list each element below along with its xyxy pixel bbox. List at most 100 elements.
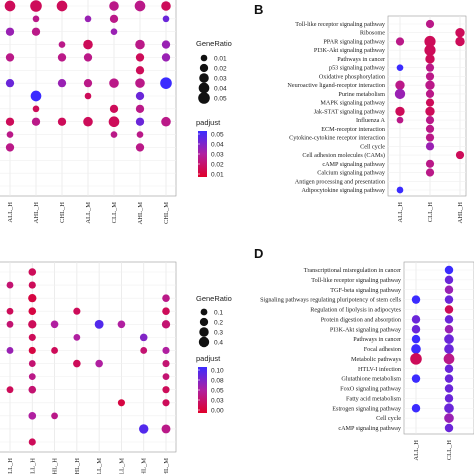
data-point	[51, 412, 58, 420]
row-label: p53 signaling pathway	[329, 65, 386, 72]
data-point	[51, 347, 58, 354]
data-point	[135, 117, 145, 126]
data-point	[411, 404, 421, 413]
legend-size-key	[198, 82, 210, 94]
legend-size-label: 0.05	[214, 95, 227, 102]
data-point	[411, 344, 421, 354]
legend-colorbar	[198, 131, 207, 177]
legend-color-label: 0.03	[211, 151, 224, 158]
data-point	[411, 325, 421, 334]
data-point	[425, 72, 435, 81]
panel-letter-b: B	[254, 2, 263, 17]
row-label: Antigen processing and presentation	[295, 178, 385, 185]
row-label: Adipocytokine signaling pathway	[301, 187, 385, 194]
data-point	[161, 116, 171, 127]
legend-size-key	[198, 92, 210, 104]
legend-c-color-title: padjust	[196, 354, 221, 363]
data-point	[6, 281, 14, 289]
data-point	[444, 334, 454, 344]
data-point	[135, 104, 145, 114]
plot-area	[0, 261, 177, 453]
row-label: Ribosome	[360, 30, 385, 37]
data-point	[444, 423, 454, 433]
data-point	[162, 373, 170, 381]
x-tick-label: ALL_H	[413, 440, 420, 461]
row-label: Transcriptional misregulation in cancer	[304, 267, 401, 274]
data-point	[83, 53, 93, 62]
data-point	[5, 143, 15, 152]
data-point	[425, 63, 435, 72]
row-label: Protein digestion and absorption	[321, 316, 401, 323]
data-point	[139, 333, 148, 342]
row-label: Calcium signaling pathway	[317, 170, 386, 177]
x-tick-label: CHL_M	[163, 202, 170, 224]
data-point	[134, 0, 146, 12]
row-label: FoxO signaling pathway	[340, 386, 402, 393]
data-point	[410, 353, 422, 365]
row-label: Focal adhesion	[364, 346, 401, 353]
row-label: ECM-receptor interaction	[321, 126, 385, 133]
data-point	[50, 320, 59, 329]
data-point	[30, 0, 42, 12]
data-point	[444, 344, 454, 354]
row-label: Oxidative phosphorylation	[319, 73, 385, 80]
data-point	[73, 307, 81, 315]
data-point	[395, 37, 405, 46]
data-point	[5, 117, 15, 126]
row-label: PI3K-Akt signaling pathway	[314, 47, 386, 54]
row-label: Fatty acid metabolism	[346, 395, 401, 402]
data-point	[28, 412, 37, 420]
data-point	[444, 394, 454, 403]
data-point	[444, 384, 454, 393]
data-point	[73, 333, 81, 341]
data-point	[28, 281, 36, 289]
data-point	[425, 159, 435, 168]
data-point	[135, 143, 145, 152]
data-point	[109, 78, 119, 88]
data-point	[57, 78, 67, 88]
data-point	[425, 168, 435, 177]
legend-color-label: 0.04	[211, 141, 224, 148]
data-point	[444, 275, 454, 285]
row-label: Neuroactive ligand-receptor interaction	[287, 82, 385, 89]
row-label: Purine metabolism	[338, 91, 385, 98]
x-tick-label: AHL_M	[137, 202, 144, 225]
row-label: PI3K-Akt signaling pathway	[330, 326, 402, 333]
data-point	[6, 347, 14, 354]
data-point	[396, 186, 404, 194]
legend-c-size-title: GeneRatio	[196, 294, 232, 303]
data-point	[135, 66, 145, 75]
data-point	[394, 88, 406, 100]
data-point	[28, 268, 37, 276]
data-point	[455, 28, 465, 38]
data-point	[160, 77, 172, 89]
data-point	[444, 265, 454, 275]
data-point	[162, 346, 170, 355]
legend-a-color-title: padjust	[196, 118, 221, 127]
row-label: Pathways in cancer	[337, 56, 385, 63]
x-tick-label: CLL_H	[29, 458, 36, 474]
data-point	[73, 359, 81, 368]
row-label: Metabolic pathways	[351, 356, 402, 363]
legend-size-key	[199, 317, 209, 327]
x-tick-label: CLL_M	[111, 202, 118, 224]
data-point	[162, 15, 170, 23]
legend-color-label: 0.08	[211, 377, 224, 384]
data-point	[444, 325, 454, 334]
data-point	[57, 53, 67, 62]
data-point	[5, 53, 15, 62]
data-point	[83, 39, 93, 50]
data-point	[28, 294, 37, 303]
legend-size-key	[200, 54, 208, 62]
data-point	[135, 53, 145, 62]
legend-size-key	[199, 73, 209, 83]
x-tick-label: ALL_H	[397, 202, 404, 223]
legend-size-label: 0.04	[214, 85, 227, 92]
panel-a-dotplot: ALL_H AHL_H CHL_H ALL_M CLL_M AHL_M CHL_M	[0, 0, 177, 225]
data-point	[110, 28, 118, 36]
legend-color-label: 0.00	[211, 407, 224, 414]
data-point	[117, 320, 126, 329]
data-point	[6, 131, 14, 138]
row-label: cAMP signaling pathway	[338, 425, 402, 432]
data-point	[443, 353, 455, 365]
